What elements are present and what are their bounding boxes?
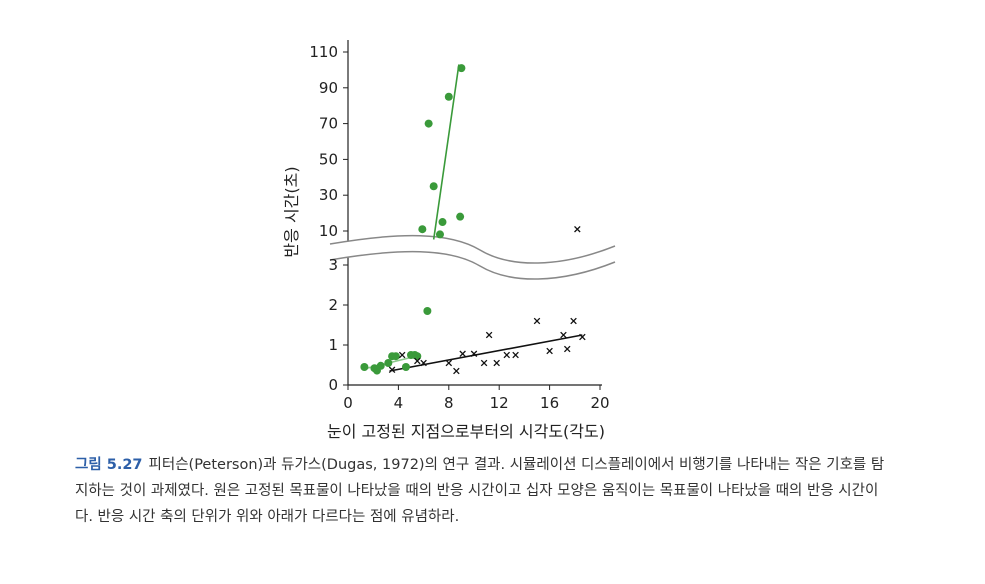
axis-break-line-lower (329, 250, 616, 280)
y-tick-label: 30 (319, 186, 338, 204)
cross-stroke (503, 351, 511, 359)
x-tick-label: 4 (394, 394, 404, 412)
circle-point (438, 218, 447, 227)
cross-point (563, 345, 571, 353)
y-tick-label: 50 (319, 150, 338, 168)
cross-stroke (570, 317, 577, 325)
cross-stroke (574, 225, 581, 233)
circle-point (429, 182, 438, 191)
circle-point (423, 307, 432, 315)
cross-point (503, 351, 511, 359)
cross-stroke (470, 350, 478, 358)
cross-point (470, 350, 478, 358)
cross-stroke (560, 331, 567, 339)
circle-point (444, 92, 453, 101)
circle-point (401, 363, 410, 371)
cross-point (480, 359, 488, 367)
cross-stroke (493, 359, 500, 367)
cross-stroke (414, 357, 421, 365)
circle-point (418, 225, 427, 234)
y-tick-label: 10 (319, 222, 338, 240)
y-axis-label: 반응 시간(초) (282, 166, 301, 257)
figure-caption: 그림 5.27 피터슨(Peterson)과 듀가스(Dugas, 1972)의 … (75, 452, 895, 530)
circle-point (457, 64, 466, 73)
cross-stroke (546, 347, 553, 355)
axis-break (329, 234, 616, 280)
circle-point (360, 363, 369, 371)
cross-stroke (459, 350, 466, 358)
cross-stroke (398, 351, 406, 359)
y-tick-label: 90 (319, 79, 338, 97)
circle-point (384, 359, 393, 367)
x-tick-label: 16 (540, 394, 559, 412)
y-tick-label: 2 (328, 296, 338, 314)
circle-point (424, 119, 433, 128)
fit-lines (366, 64, 583, 372)
cross-point (493, 359, 500, 367)
cross-stroke (480, 359, 488, 367)
cross-point (533, 317, 541, 325)
cross-point (574, 225, 581, 233)
chart-axes (343, 40, 602, 390)
circle-point (391, 352, 400, 361)
y-tick-label: 0 (328, 376, 338, 394)
figure-label: 그림 5.27 (75, 457, 143, 473)
cross-point (388, 366, 396, 374)
cross-stroke (579, 333, 586, 341)
cross-stroke (445, 359, 453, 367)
x-tick-label: 12 (490, 394, 509, 412)
cross-point (560, 331, 567, 339)
axis-break-band (330, 235, 615, 280)
cross-stroke (420, 359, 427, 367)
cross-stroke (533, 317, 541, 325)
y-tick-label: 1 (328, 336, 338, 354)
x-tick-label: 20 (590, 394, 609, 412)
x-axis-label: 눈이 고정된 지점으로부터의 시각도(각도) (327, 422, 605, 441)
cross-point (420, 359, 427, 367)
circle-point (435, 230, 444, 239)
circle-point (456, 212, 465, 221)
caption-text: 피터슨(Peterson)과 듀가스(Dugas, 1972)의 연구 결과. … (75, 457, 885, 525)
cross-point (398, 351, 406, 359)
cross-stroke (485, 331, 493, 339)
cross-point (485, 331, 493, 339)
cross-point (570, 317, 577, 325)
y-tick-label: 3 (328, 256, 338, 274)
x-tick-label: 8 (444, 394, 454, 412)
cross-point (512, 351, 519, 359)
y-tick-label: 70 (319, 115, 338, 133)
cross-stroke (563, 345, 571, 353)
circle-point (376, 361, 385, 370)
x-tick-label: 0 (343, 394, 353, 412)
axis-break-line-upper (329, 234, 616, 264)
cross-stroke (512, 351, 519, 359)
y-tick-label: 110 (309, 43, 338, 61)
cross-point (579, 333, 586, 341)
cross-point (546, 347, 553, 355)
circle-fit-line-upper (432, 64, 460, 240)
cross-point (453, 367, 460, 375)
data-marks (360, 64, 586, 375)
cross-stroke (388, 366, 396, 374)
cross-point (445, 359, 453, 367)
cross-point (414, 357, 421, 365)
cross-point (459, 350, 466, 358)
cross-stroke (453, 367, 460, 375)
